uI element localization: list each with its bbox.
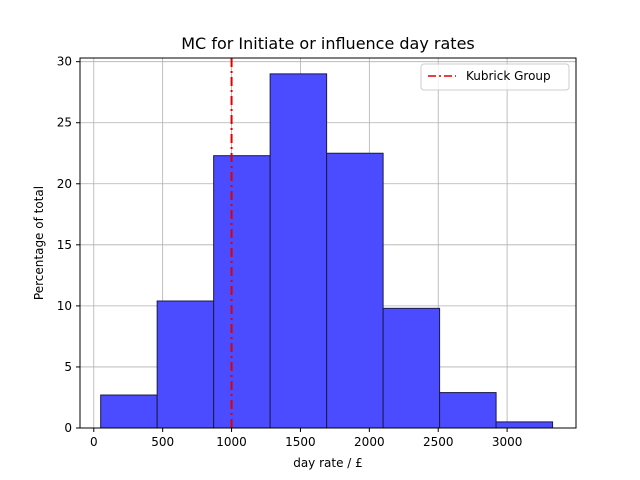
y-tick-label: 10 bbox=[57, 299, 72, 313]
y-tick-label: 25 bbox=[57, 116, 72, 130]
x-tick-label: 3000 bbox=[492, 435, 523, 449]
x-tick-label: 2000 bbox=[354, 435, 385, 449]
y-axis-label: Percentage of total bbox=[32, 186, 46, 300]
plot-frame bbox=[79, 57, 577, 429]
histogram-bars bbox=[100, 73, 554, 429]
x-axis-ticks: 0 500 1000 1500 2000 2500 3000 bbox=[90, 428, 522, 449]
x-tick-label: 1000 bbox=[216, 435, 247, 449]
x-tick-label: 0 bbox=[90, 435, 98, 449]
legend-box bbox=[420, 63, 570, 91]
histogram-bar bbox=[495, 421, 554, 429]
histogram-bar bbox=[326, 152, 384, 429]
x-tick-label: 500 bbox=[151, 435, 174, 449]
histogram-bar bbox=[213, 155, 271, 429]
legend: Kubrick Group bbox=[420, 63, 570, 91]
histogram-bar bbox=[269, 73, 328, 429]
y-tick-label: 0 bbox=[64, 421, 72, 435]
chart-title: MC for Initiate or influence day rates bbox=[181, 34, 475, 53]
histogram-bar bbox=[439, 392, 497, 429]
x-axis-label: day rate / £ bbox=[293, 456, 363, 470]
legend-label-kubrick-group: Kubrick Group bbox=[466, 69, 551, 83]
y-tick-label: 5 bbox=[64, 360, 72, 374]
y-axis-ticks: 0 5 10 15 20 25 30 bbox=[57, 55, 80, 435]
y-tick-label: 20 bbox=[57, 177, 72, 191]
histogram-bar bbox=[382, 307, 441, 429]
y-tick-label: 30 bbox=[57, 55, 72, 69]
x-tick-label: 2500 bbox=[423, 435, 454, 449]
histogram-bar bbox=[156, 300, 215, 429]
y-tick-label: 15 bbox=[57, 238, 72, 252]
histogram-bar bbox=[100, 394, 158, 429]
x-tick-label: 1500 bbox=[285, 435, 316, 449]
